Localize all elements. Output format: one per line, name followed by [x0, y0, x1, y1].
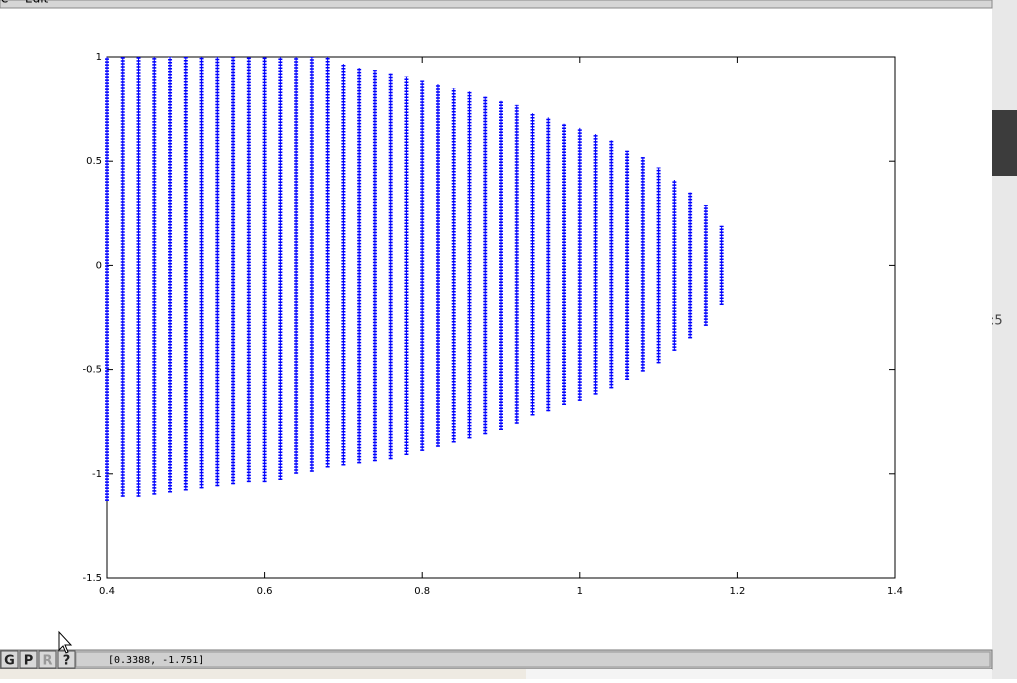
toolbar-button[interactable] — [38, 650, 57, 669]
menu-item[interactable]: Edit — [25, 0, 49, 6]
background-window — [992, 0, 1017, 679]
button-label: P — [24, 654, 34, 669]
x-tick-label: 0.8 — [414, 586, 430, 597]
button-label: G — [4, 654, 15, 669]
y-tick-label: -0.5 — [82, 365, 102, 376]
x-tick-label: 1.4 — [887, 586, 903, 597]
y-tick-label: 1 — [96, 52, 102, 63]
menu-item: e — [1, 0, 8, 6]
button-label: ? — [63, 654, 71, 669]
y-tick-label: -1.5 — [82, 573, 102, 584]
x-tick-label: 0.6 — [257, 586, 273, 597]
background-text: :5 — [990, 314, 1003, 329]
coordinate-box — [75, 651, 991, 668]
background-panel — [992, 110, 1017, 176]
terminal-strip — [0, 669, 526, 679]
y-tick-label: 0 — [96, 260, 102, 271]
toolbar-button[interactable] — [19, 650, 38, 669]
plot-window — [0, 0, 992, 650]
coordinates: [0.3388, -1.751] — [108, 655, 204, 666]
y-tick-label: 0.5 — [86, 156, 102, 167]
button-label: R — [42, 654, 52, 669]
toolbar-button[interactable] — [0, 650, 19, 669]
x-tick-label: 0.4 — [99, 586, 115, 597]
mouse-cursor — [58, 630, 73, 654]
menu-bar — [0, 0, 993, 9]
x-tick-label: 1.2 — [729, 586, 745, 597]
x-tick-label: 1 — [577, 586, 583, 597]
terminal-strip — [526, 669, 992, 679]
y-tick-label: -1 — [92, 469, 102, 480]
